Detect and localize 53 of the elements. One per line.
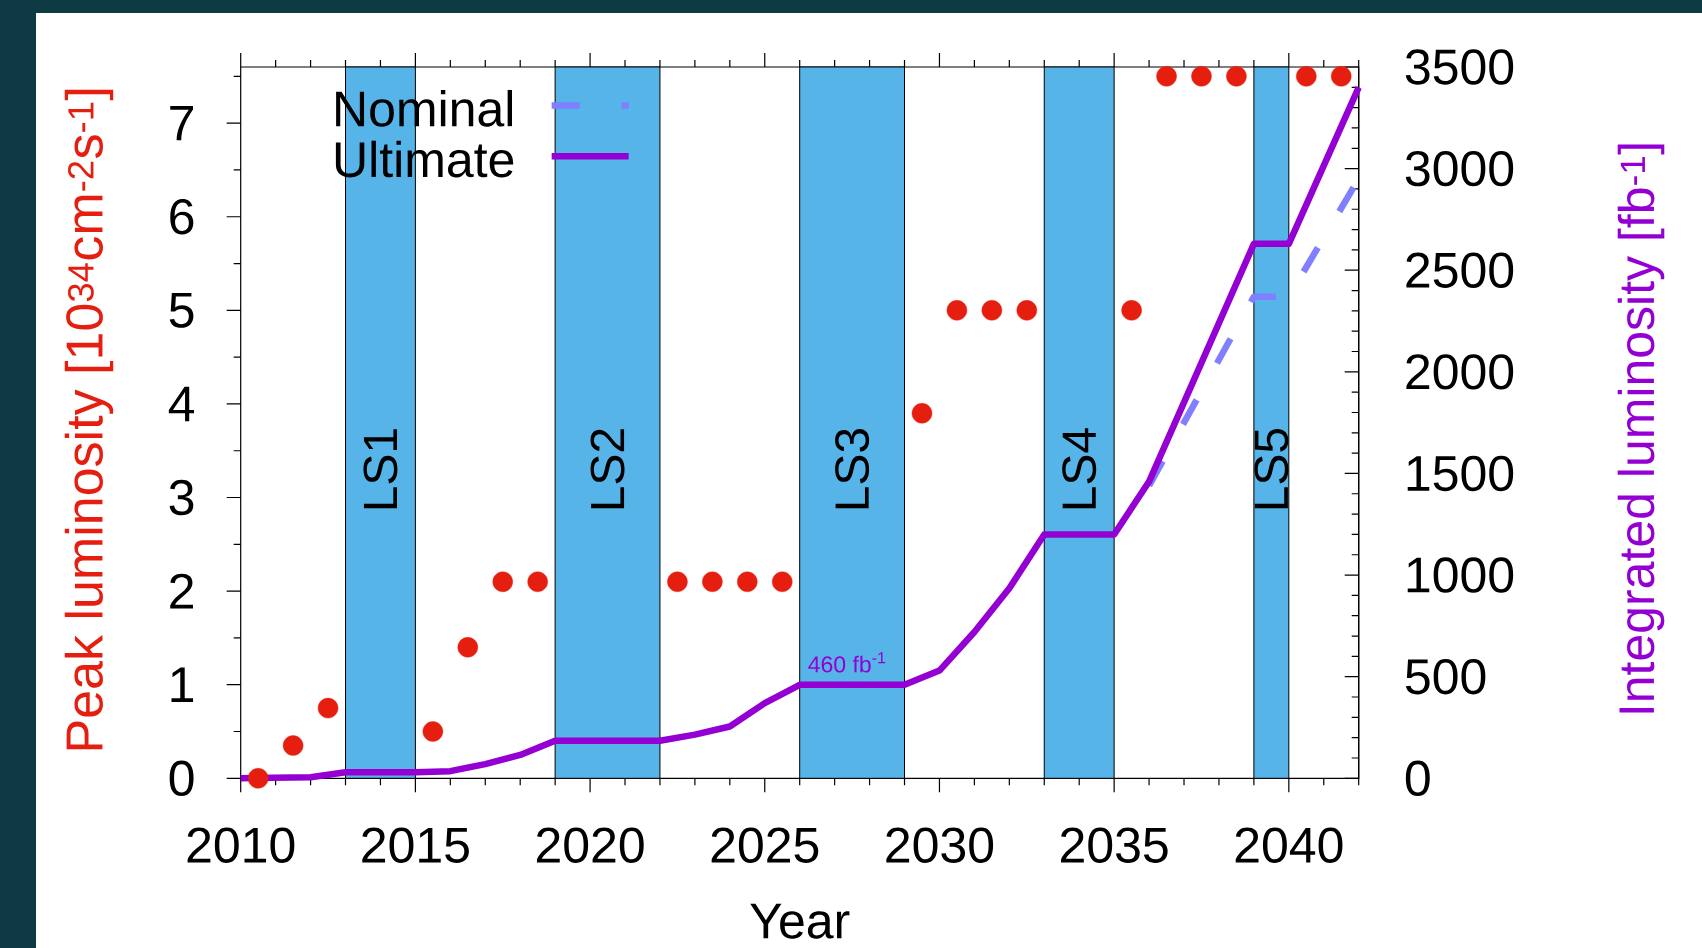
point <box>1016 300 1037 321</box>
point <box>1191 66 1212 87</box>
x-tick-label: 2020 <box>536 827 644 863</box>
point <box>702 571 723 592</box>
point <box>737 571 758 592</box>
y-tick-label: 2 <box>170 573 193 609</box>
point <box>981 300 1003 321</box>
x-tick-label: 2015 <box>362 827 469 863</box>
point <box>911 403 933 424</box>
point <box>492 571 513 592</box>
y-tick-label: 0 <box>169 760 194 796</box>
y2-tick-label: 3500 <box>1405 49 1514 85</box>
annotation: 460 fb$^{-1}$ <box>808 652 886 673</box>
y-tick-label: 4 <box>168 386 195 422</box>
y-tick-label: 5 <box>169 292 194 328</box>
band-label: LS2 <box>590 429 625 509</box>
band-label: LS3 <box>835 429 870 509</box>
point <box>1331 66 1352 87</box>
x-tick-label: 2040 <box>1235 827 1343 863</box>
point <box>457 637 478 658</box>
point <box>317 697 339 719</box>
y2-tick-label: 1500 <box>1407 455 1514 492</box>
y2-tick-label: 500 <box>1405 658 1486 695</box>
point <box>1296 66 1317 87</box>
y-tick-label: 6 <box>170 199 194 235</box>
x-tick-label: 2025 <box>711 827 819 863</box>
point <box>247 768 269 789</box>
x-tick-label: 2010 <box>187 827 295 863</box>
y2-tick-label: 1000 <box>1407 557 1514 593</box>
y-tick-label: 7 <box>170 105 193 141</box>
y2-tick-label: 0 <box>1405 760 1430 796</box>
point <box>946 300 968 321</box>
point <box>1156 66 1177 87</box>
point <box>667 571 688 592</box>
y-axis-title: Peak luminosity [10$^{34}$cm$^{-2}$s$^{-1}$] <box>64 89 114 750</box>
band-label: LS4 <box>1062 428 1097 509</box>
point <box>527 571 548 592</box>
y2-tick-label: 2000 <box>1406 354 1514 390</box>
x-axis-title: Year <box>750 903 850 939</box>
y2-tick-label: 2500 <box>1406 252 1514 288</box>
point <box>1226 66 1247 87</box>
x-tick-label: 2030 <box>886 827 994 863</box>
x-tick-label: 2035 <box>1061 827 1168 863</box>
y-tick-label: 3 <box>169 479 194 516</box>
band-label: LS5 <box>1254 428 1289 509</box>
y-tick-label: 1 <box>171 667 194 702</box>
point <box>282 735 304 756</box>
point <box>422 721 444 742</box>
point <box>772 571 793 592</box>
point <box>1121 300 1142 321</box>
y2-tick-label: 3000 <box>1405 150 1514 187</box>
band-label: LS1 <box>363 429 398 509</box>
y2-axis-title: Integrated luminosity [fb$^{-1}$] <box>1617 144 1665 713</box>
